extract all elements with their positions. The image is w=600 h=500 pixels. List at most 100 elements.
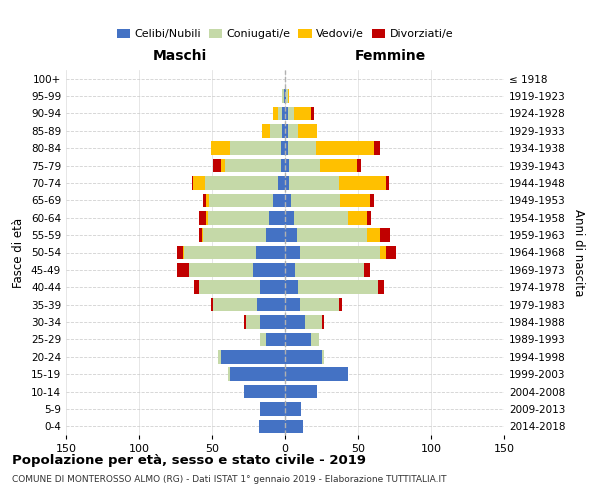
Bar <box>225 159 281 172</box>
Bar <box>177 263 188 276</box>
Bar <box>274 106 278 120</box>
Bar <box>266 332 285 346</box>
Bar <box>380 246 386 260</box>
Bar <box>298 124 317 138</box>
Bar <box>294 211 348 224</box>
Bar <box>253 263 285 276</box>
Bar <box>282 90 284 103</box>
Bar <box>199 280 260 294</box>
Bar <box>260 402 285 415</box>
Text: Popolazione per età, sesso e stato civile - 2019: Popolazione per età, sesso e stato civil… <box>12 454 366 467</box>
Bar <box>367 228 380 242</box>
Bar <box>203 194 206 207</box>
Bar <box>245 315 260 329</box>
Bar <box>299 246 380 260</box>
Bar <box>367 211 371 224</box>
Legend: Celibi/Nubili, Coniugati/e, Vedovi/e, Divorziati/e: Celibi/Nubili, Coniugati/e, Vedovi/e, Di… <box>112 24 458 44</box>
Bar <box>188 263 253 276</box>
Bar <box>211 142 230 155</box>
Bar <box>206 194 209 207</box>
Bar <box>284 90 285 103</box>
Bar <box>316 142 374 155</box>
Bar <box>340 194 370 207</box>
Bar <box>281 159 285 172</box>
Bar <box>296 228 367 242</box>
Bar <box>199 211 206 224</box>
Bar <box>278 176 285 190</box>
Bar <box>230 142 281 155</box>
Bar <box>348 211 367 224</box>
Bar <box>193 176 205 190</box>
Bar <box>322 350 325 364</box>
Bar <box>244 385 285 398</box>
Bar <box>281 142 285 155</box>
Bar <box>184 246 256 260</box>
Bar <box>285 90 286 103</box>
Bar <box>386 246 396 260</box>
Bar <box>285 159 289 172</box>
Bar <box>311 106 314 120</box>
Bar <box>339 298 342 312</box>
Bar <box>209 194 274 207</box>
Bar <box>288 106 294 120</box>
Bar <box>339 176 386 190</box>
Bar <box>285 246 299 260</box>
Bar <box>260 315 285 329</box>
Bar <box>285 315 305 329</box>
Bar <box>257 298 285 312</box>
Bar <box>305 315 322 329</box>
Bar <box>364 263 370 276</box>
Bar <box>379 280 384 294</box>
Bar <box>285 420 302 433</box>
Text: Femmine: Femmine <box>355 48 426 62</box>
Bar <box>262 124 271 138</box>
Bar <box>356 159 361 172</box>
Bar <box>244 315 245 329</box>
Bar <box>191 176 193 190</box>
Bar <box>266 228 285 242</box>
Bar <box>285 228 296 242</box>
Bar <box>221 159 225 172</box>
Bar <box>288 90 289 103</box>
Bar <box>271 124 282 138</box>
Bar <box>286 90 288 103</box>
Bar <box>285 298 299 312</box>
Y-axis label: Anni di nascita: Anni di nascita <box>572 209 585 296</box>
Bar <box>221 350 285 364</box>
Bar <box>259 420 285 433</box>
Bar <box>285 385 317 398</box>
Bar <box>288 124 298 138</box>
Bar <box>183 246 184 260</box>
Bar <box>285 332 311 346</box>
Bar <box>285 194 291 207</box>
Bar <box>194 280 199 294</box>
Bar <box>203 228 266 242</box>
Bar <box>260 280 285 294</box>
Bar <box>230 368 285 381</box>
Bar <box>291 194 340 207</box>
Bar <box>285 106 288 120</box>
Bar <box>285 176 289 190</box>
Bar <box>282 124 285 138</box>
Bar <box>282 106 285 120</box>
Bar <box>202 228 203 242</box>
Text: Maschi: Maschi <box>153 48 207 62</box>
Bar <box>311 332 319 346</box>
Bar <box>256 246 285 260</box>
Bar <box>285 368 348 381</box>
Bar <box>214 159 221 172</box>
Bar <box>285 124 288 138</box>
Bar <box>370 194 374 207</box>
Bar <box>208 211 269 224</box>
Bar <box>228 368 230 381</box>
Bar <box>274 194 285 207</box>
Bar <box>199 228 202 242</box>
Bar <box>380 228 390 242</box>
Bar <box>285 211 294 224</box>
Bar <box>177 246 183 260</box>
Bar <box>285 350 322 364</box>
Bar <box>285 142 288 155</box>
Bar <box>218 350 221 364</box>
Bar <box>288 142 316 155</box>
Bar <box>285 402 301 415</box>
